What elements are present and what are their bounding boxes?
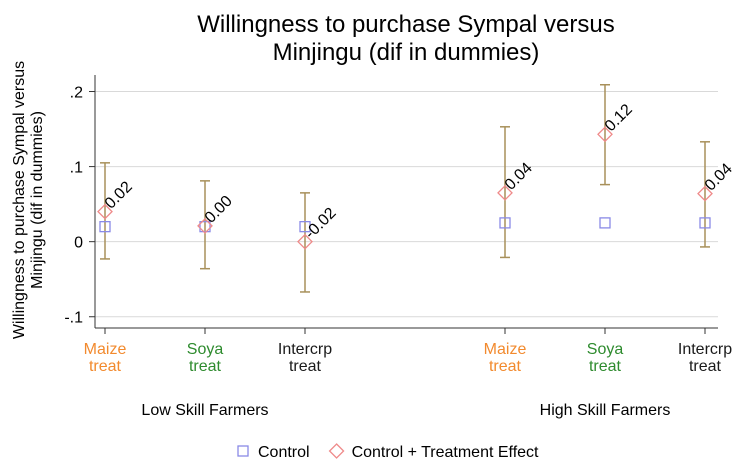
chart-title: Willingness to purchase Sympal versus xyxy=(197,11,615,38)
treatment-point xyxy=(697,185,713,202)
legend-marker xyxy=(237,445,249,457)
legend-label: Control xyxy=(258,444,310,461)
control-point xyxy=(299,220,311,233)
x-tick-label: Soya treat xyxy=(586,341,624,375)
y-tick-label: 0 xyxy=(74,235,83,252)
y-tick-label: -.1 xyxy=(64,310,83,327)
y-axis-title: Willingness to purchase Sympal versus xyxy=(11,61,28,339)
x-tick-label: Intercrp treat xyxy=(677,341,733,375)
control-point xyxy=(599,217,611,229)
control-point xyxy=(99,220,111,233)
treatment-point xyxy=(197,217,213,234)
x-tick-label: Intercrp treat xyxy=(277,341,333,375)
legend-label: Control + Treatment Effect xyxy=(352,444,539,461)
y-axis-title: Minjingu (dif in dummies) xyxy=(29,111,46,289)
group-label: Low Skill Farmers xyxy=(141,402,268,419)
chart-title: Minjingu (dif in dummies) xyxy=(273,39,540,66)
group-label: High Skill Farmers xyxy=(540,402,671,419)
legend-marker xyxy=(328,443,345,459)
y-tick-label: .1 xyxy=(70,160,83,177)
x-tick-label: Soya treat xyxy=(186,341,224,375)
effect-label: -0.02 xyxy=(302,205,340,243)
y-tick-label: .2 xyxy=(70,85,83,102)
x-tick-label: Maize treat xyxy=(83,341,127,375)
control-point xyxy=(199,220,211,233)
treatment-point xyxy=(297,233,313,250)
x-tick-label: Maize treat xyxy=(483,341,527,375)
control-point xyxy=(499,217,511,229)
treatment-point xyxy=(497,184,513,201)
control-point xyxy=(699,217,711,229)
treatment-point xyxy=(597,126,613,143)
treatment-point xyxy=(97,203,113,220)
